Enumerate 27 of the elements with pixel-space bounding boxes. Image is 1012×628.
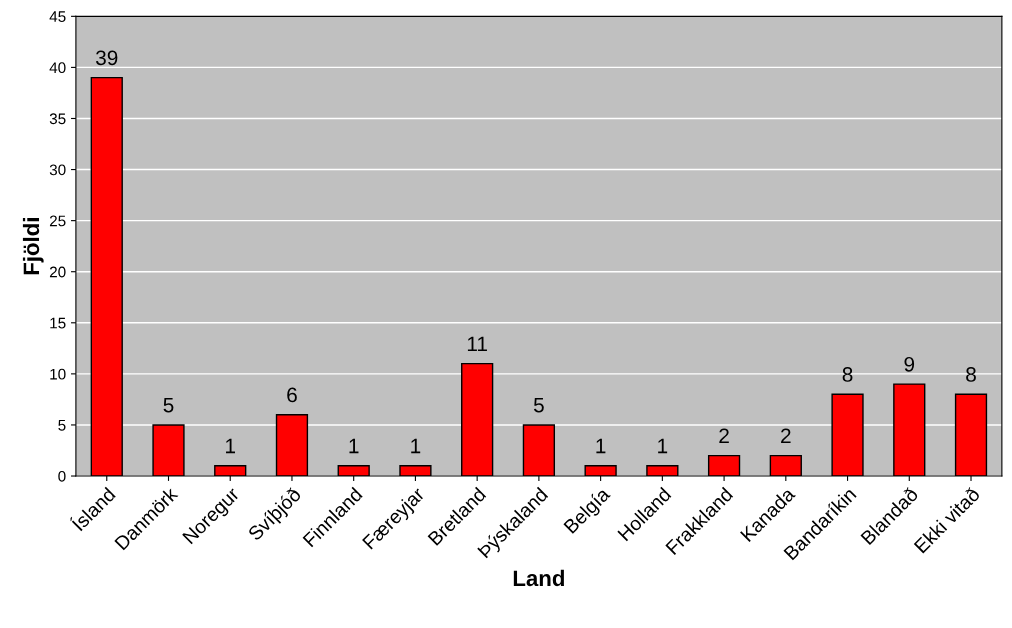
data-label: 1 — [226, 438, 236, 454]
y-tick-label: 0 — [58, 470, 66, 482]
data-label: 39 — [95, 50, 118, 66]
data-label: 5 — [163, 397, 174, 413]
y-tick-label: 15 — [50, 317, 66, 329]
data-label: 6 — [287, 387, 297, 403]
y-tick-label: 10 — [50, 368, 66, 380]
data-label: 8 — [842, 367, 853, 382]
data-label: 11 — [467, 336, 487, 351]
data-label: 8 — [966, 367, 976, 382]
data-label: 1 — [596, 438, 606, 454]
y-tick-label: 45 — [49, 11, 66, 23]
y-tick-label: 25 — [49, 215, 66, 227]
y-axis-title: Fjöldi — [22, 218, 44, 275]
y-tick-label: 30 — [49, 164, 66, 176]
data-label: 1 — [349, 438, 359, 454]
data-label: 2 — [781, 428, 791, 443]
data-label: 5 — [533, 397, 544, 413]
data-label: 1 — [411, 438, 421, 454]
y-tick-label: 5 — [58, 419, 66, 431]
y-tick-label: 20 — [49, 266, 66, 278]
y-tick-label: 35 — [49, 113, 66, 125]
data-label: 2 — [719, 428, 729, 443]
data-label: 9 — [904, 356, 915, 372]
x-axis-title: Land — [513, 569, 564, 587]
data-label: 1 — [658, 438, 668, 454]
y-tick-label: 40 — [49, 62, 66, 74]
